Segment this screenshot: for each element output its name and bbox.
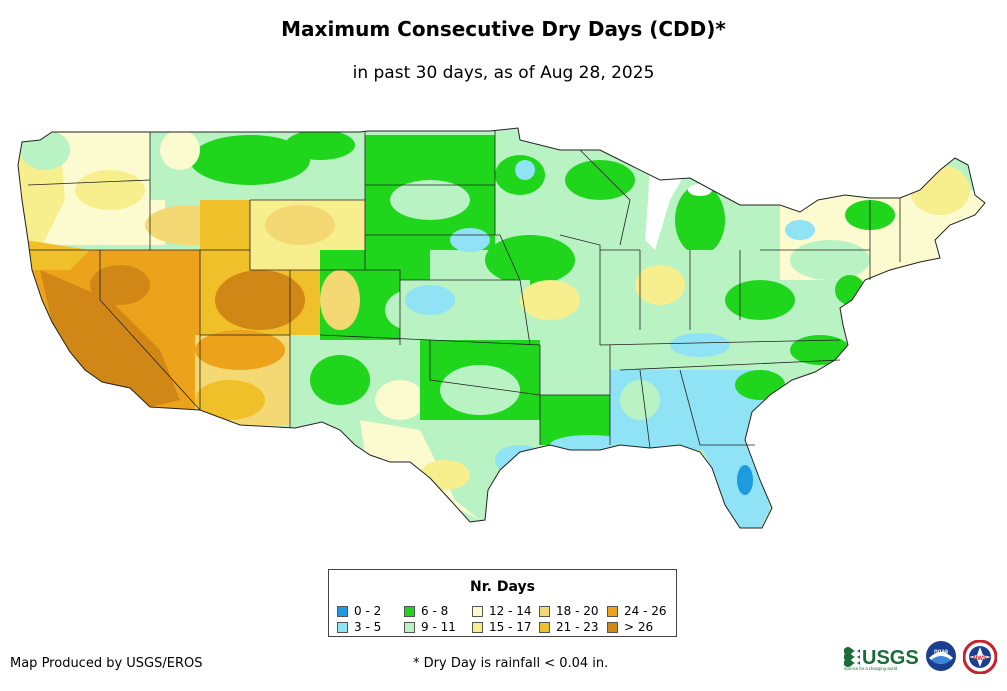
map-subtitle: in past 30 days, as of Aug 28, 2025 — [352, 63, 655, 83]
nws-logo: NWS — [963, 640, 997, 674]
legend-item-0-2: 0 - 2 — [337, 604, 381, 618]
credit-text: Map Produced by USGS/EROS — [10, 656, 203, 671]
legend-title: Nr. Days — [470, 579, 535, 595]
usgs-logo-text: USGS — [862, 647, 918, 669]
legend-label: 18 - 20 — [556, 604, 599, 618]
legend-swatch — [607, 605, 618, 617]
legend-swatch — [404, 621, 415, 633]
legend-swatch — [607, 621, 618, 633]
legend-item-9-11: 9 - 11 — [404, 620, 456, 634]
legend-label: 12 - 14 — [489, 604, 532, 618]
nws-logo-text: NWS — [973, 656, 987, 662]
noaa-logo: noaa — [926, 641, 956, 671]
legend-swatch — [337, 621, 348, 633]
legend-item-15-17: 15 - 17 — [472, 620, 532, 634]
legend-item-6-8: 6 - 8 — [404, 604, 448, 618]
legend-swatch — [539, 605, 550, 617]
legend-item-21-23: 21 - 23 — [539, 620, 599, 634]
legend-item-12-14: 12 - 14 — [472, 604, 532, 618]
usgs-logo: USGS science for a changing world — [844, 647, 918, 671]
legend-label: 3 - 5 — [354, 620, 382, 634]
legend-label: > 26 — [624, 620, 654, 634]
legend-item-over-26: > 26 — [607, 620, 653, 634]
legend-swatch — [337, 605, 348, 617]
legend-label: 15 - 17 — [489, 620, 532, 634]
legend-item-24-26: 24 - 26 — [607, 604, 667, 618]
legend-label: 6 - 8 — [421, 604, 449, 618]
legend-label: 24 - 26 — [624, 604, 667, 618]
legend-swatch — [404, 605, 415, 617]
noaa-logo-text: noaa — [934, 649, 949, 655]
usgs-tagline: science for a changing world — [844, 666, 898, 671]
map-title: Maximum Consecutive Dry Days (CDD)* — [281, 17, 726, 41]
legend-item-18-20: 18 - 20 — [539, 604, 599, 618]
legend-swatch — [472, 621, 483, 633]
legend: Nr. Days 0 - 2 3 - 5 6 - 8 9 - 11 12 - 1… — [328, 569, 677, 637]
legend-swatch — [539, 621, 550, 633]
legend-swatch — [472, 605, 483, 617]
legend-label: 0 - 2 — [354, 604, 382, 618]
legend-item-3-5: 3 - 5 — [337, 620, 381, 634]
legend-label: 21 - 23 — [556, 620, 599, 634]
dry-day-footnote: * Dry Day is rainfall < 0.04 in. — [413, 656, 609, 671]
legend-label: 9 - 11 — [421, 620, 456, 634]
